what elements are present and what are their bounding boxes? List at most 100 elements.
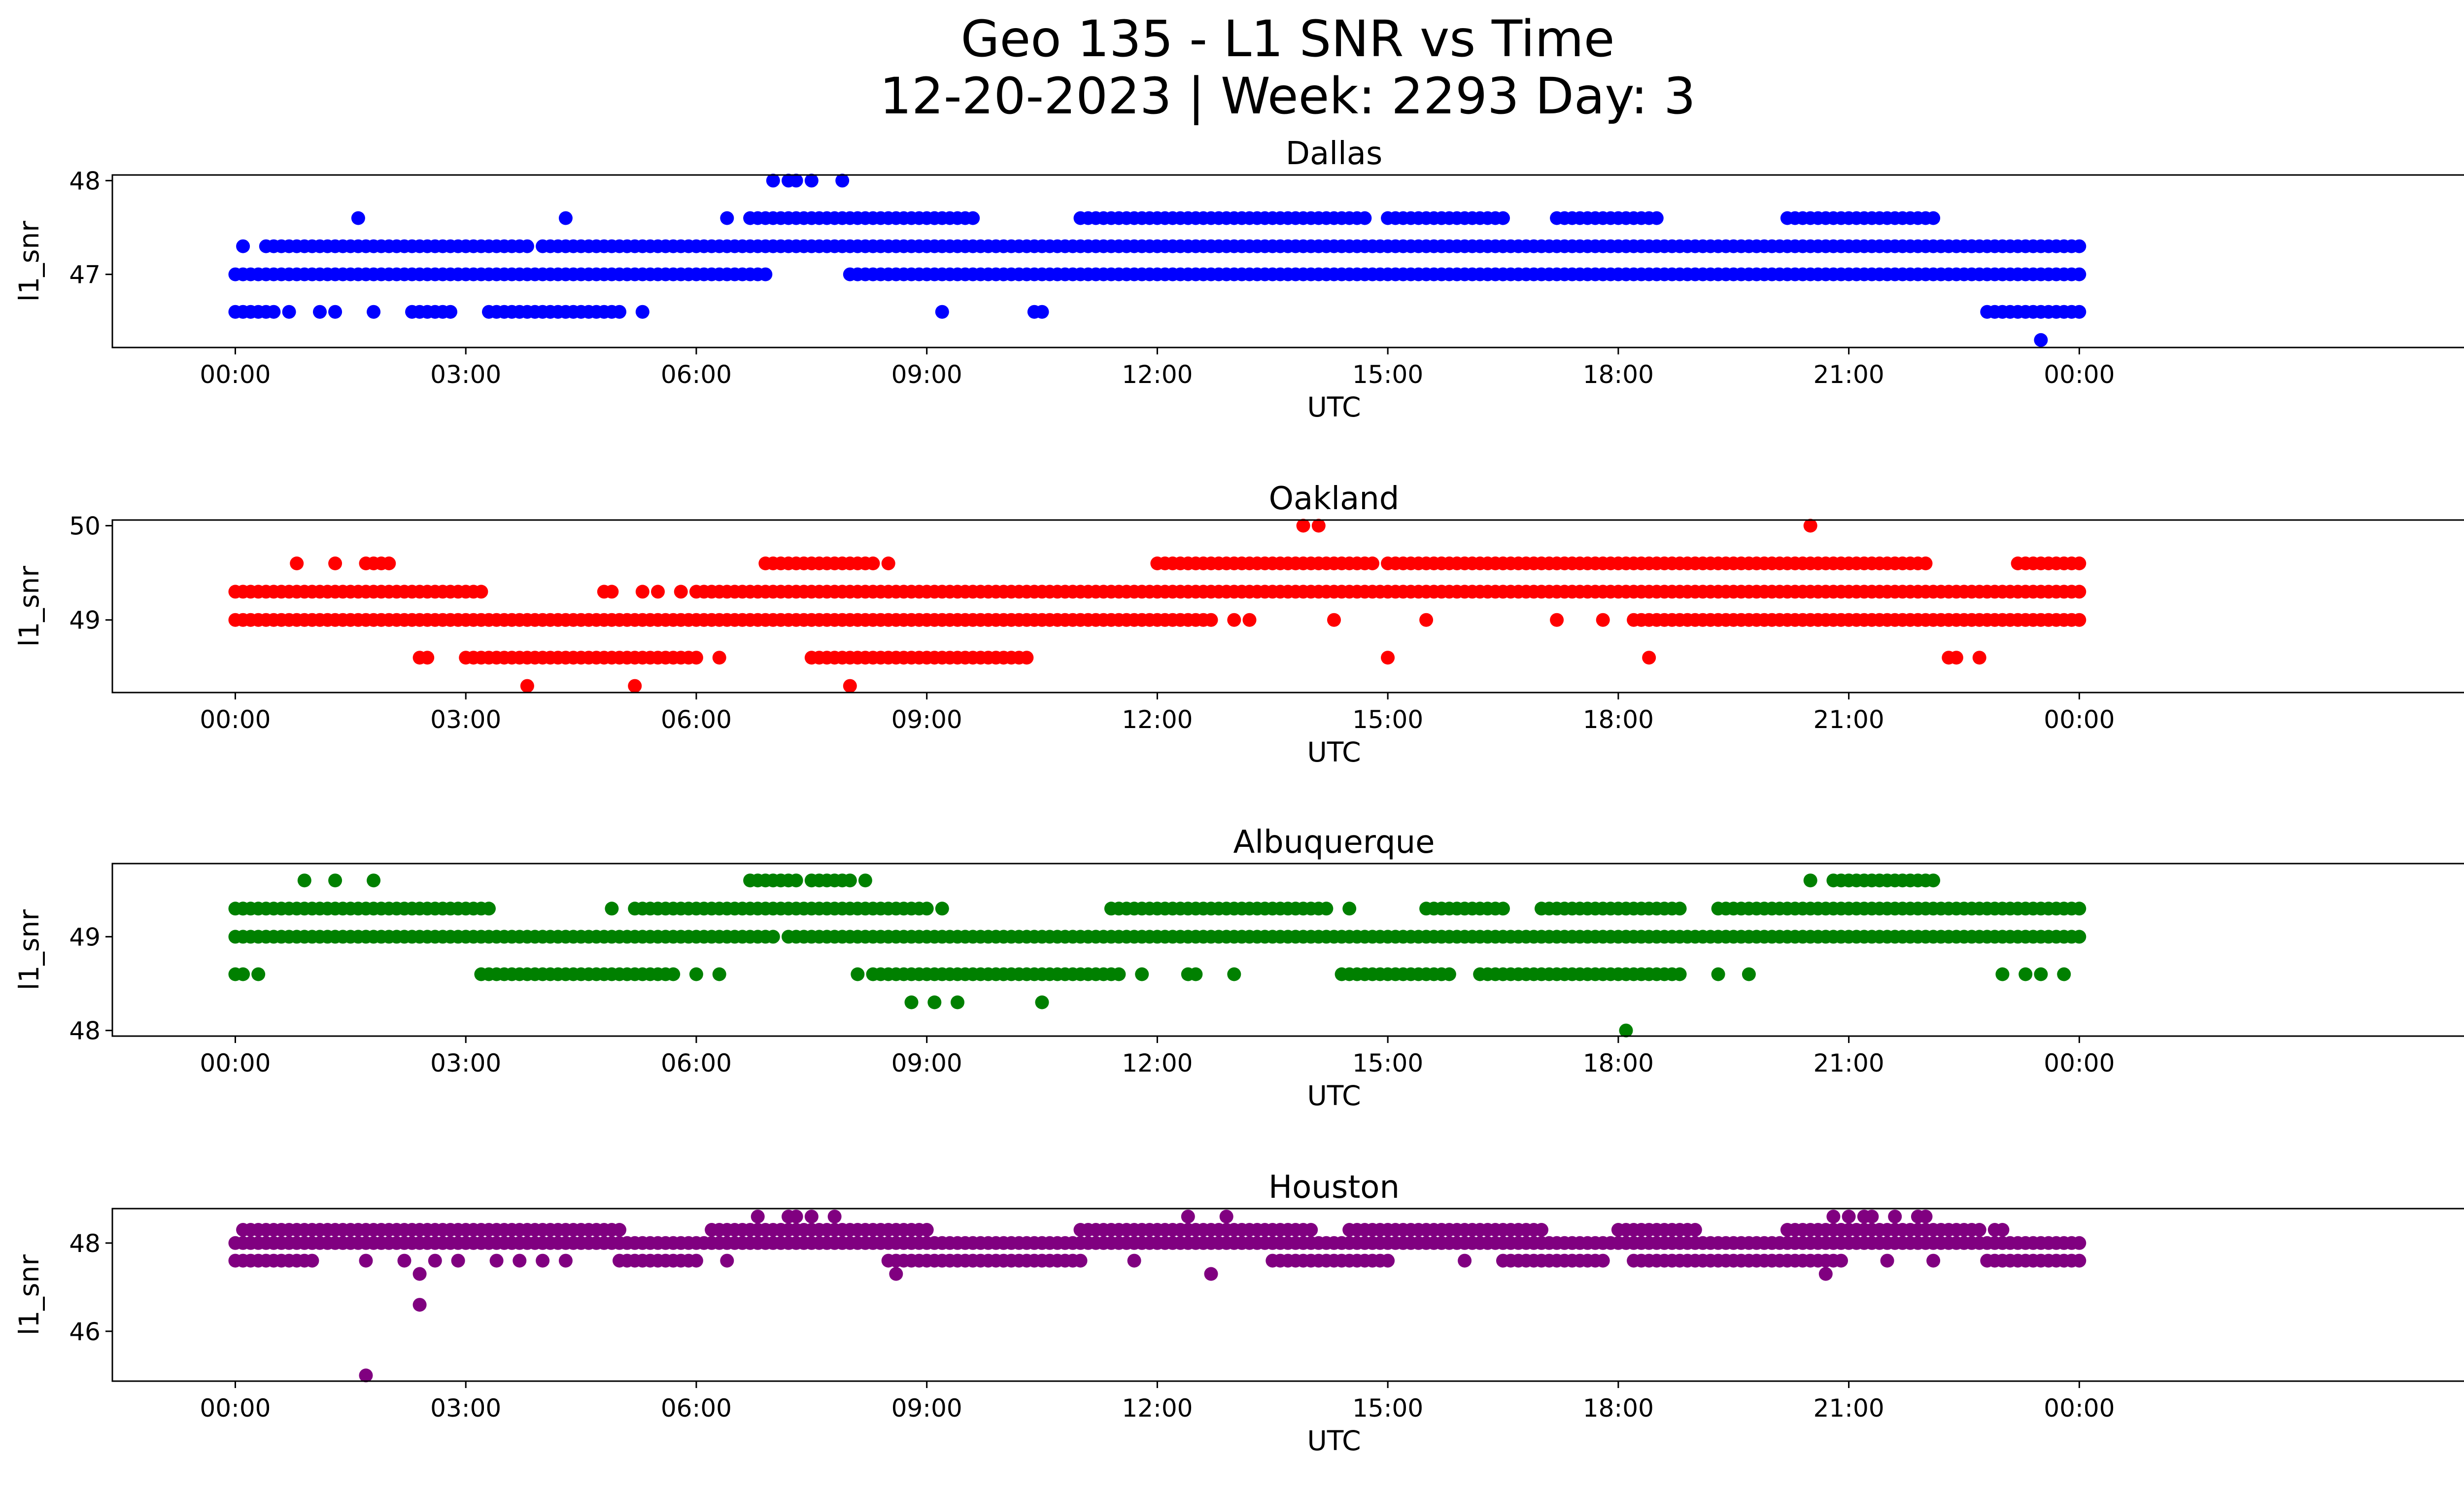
x-tick-label: 18:00 (1583, 1394, 1654, 1423)
scatter-points (228, 519, 2087, 693)
data-point (297, 873, 311, 888)
data-point (1673, 967, 1687, 981)
data-point (689, 1253, 703, 1268)
x-tick-label: 21:00 (1814, 1394, 1884, 1423)
data-point (2072, 267, 2087, 281)
data-point (236, 239, 250, 253)
data-point (1888, 1210, 1902, 1224)
x-tick-label: 09:00 (891, 360, 962, 389)
subplot-title: Dallas (1286, 136, 1383, 172)
x-tick-label: 12:00 (1122, 1049, 1193, 1078)
data-point (1649, 211, 1664, 225)
data-point (927, 995, 942, 1009)
data-point (451, 1253, 465, 1268)
data-point (2072, 930, 2087, 944)
data-point (1918, 556, 1933, 570)
data-point (766, 174, 780, 188)
x-tick-label: 21:00 (1814, 1049, 1884, 1078)
data-point (843, 873, 857, 888)
data-point (1358, 211, 1372, 225)
title-line-2: 12-20-2023 | Week: 2293 Day: 3 (880, 67, 1696, 126)
data-point (613, 1223, 626, 1237)
data-point (1458, 1253, 1472, 1268)
data-point (758, 556, 773, 570)
y-tick-label: 48 (69, 167, 101, 195)
data-point (489, 1253, 504, 1268)
x-tick-label: 03:00 (430, 1394, 501, 1423)
subplot-title: Oakland (1269, 481, 1400, 517)
data-point (1204, 613, 1218, 627)
title-line-1: Geo 135 - L1 SNR vs Time (960, 10, 1615, 69)
data-point (605, 902, 619, 916)
data-point (1227, 967, 1241, 981)
data-point (766, 930, 780, 944)
data-point (367, 305, 381, 319)
data-point (674, 585, 688, 599)
x-tick-label: 21:00 (1814, 705, 1884, 734)
x-tick-label: 15:00 (1352, 1394, 1423, 1423)
data-point (889, 1267, 903, 1281)
data-point (2072, 305, 2087, 319)
data-point (712, 967, 726, 981)
data-point (751, 1210, 765, 1224)
data-point (2072, 556, 2087, 570)
data-point (305, 1253, 319, 1268)
data-point (558, 1253, 573, 1268)
data-point (2034, 967, 2048, 981)
data-point (1842, 1210, 1856, 1224)
data-point (935, 305, 949, 319)
figure-title: Geo 135 - L1 SNR vs Time 12-20-2023 | We… (0, 11, 2464, 125)
x-tick-label: 09:00 (891, 705, 962, 734)
scatter-points (228, 873, 2087, 1038)
y-tick-label: 48 (69, 1229, 101, 1258)
data-point (1381, 1253, 1395, 1268)
data-point (1965, 239, 1979, 253)
data-point (689, 651, 703, 665)
data-point (1304, 1223, 1318, 1237)
data-point (951, 995, 964, 1009)
data-point (1296, 519, 1310, 533)
x-tick-label: 06:00 (661, 1049, 732, 1078)
data-point (720, 1253, 734, 1268)
x-tick-label: 06:00 (661, 1394, 732, 1423)
data-point (267, 305, 281, 319)
data-point (1926, 211, 1941, 225)
data-point (1742, 967, 1756, 981)
data-point (1803, 873, 1817, 888)
data-point (1673, 902, 1687, 916)
axes-frame (111, 1208, 2464, 1382)
data-point (935, 902, 949, 916)
data-point (412, 1298, 427, 1312)
data-point (1880, 1253, 1894, 1268)
x-tick-label: 00:00 (200, 1049, 271, 1078)
data-point (1366, 556, 1379, 570)
x-tick-label: 00:00 (200, 705, 271, 734)
data-point (482, 902, 496, 916)
x-tick-label: 12:00 (1122, 705, 1193, 734)
y-axis-label: l1_snr (13, 566, 45, 647)
data-point (628, 679, 642, 693)
subplot-dallas: Dallas 00:00 03:00 06:00 09:00 12:00 15:00 18:0… (13, 136, 2464, 423)
y-tick-label: 50 (69, 512, 101, 540)
data-point (2072, 1253, 2087, 1268)
data-point (927, 211, 942, 225)
data-point (1642, 651, 1656, 665)
data-point (1596, 1253, 1610, 1268)
data-point (789, 1210, 803, 1224)
y-tick-label: 48 (69, 1017, 101, 1045)
data-point (313, 305, 327, 319)
data-point (1995, 1223, 2010, 1237)
data-point (1803, 519, 1817, 533)
y-tick-label: 47 (69, 261, 101, 289)
x-tick-label: 00:00 (200, 1394, 271, 1423)
x-tick-label: 18:00 (1583, 360, 1654, 389)
x-tick-label: 09:00 (891, 1394, 962, 1423)
data-point (789, 174, 803, 188)
data-point (1242, 613, 1257, 627)
data-point (2072, 613, 2087, 627)
data-point (1826, 1210, 1841, 1224)
data-point (1619, 1023, 1633, 1038)
subplot-title: Albuquerque (1233, 824, 1435, 861)
scatter-points (228, 1210, 2087, 1383)
